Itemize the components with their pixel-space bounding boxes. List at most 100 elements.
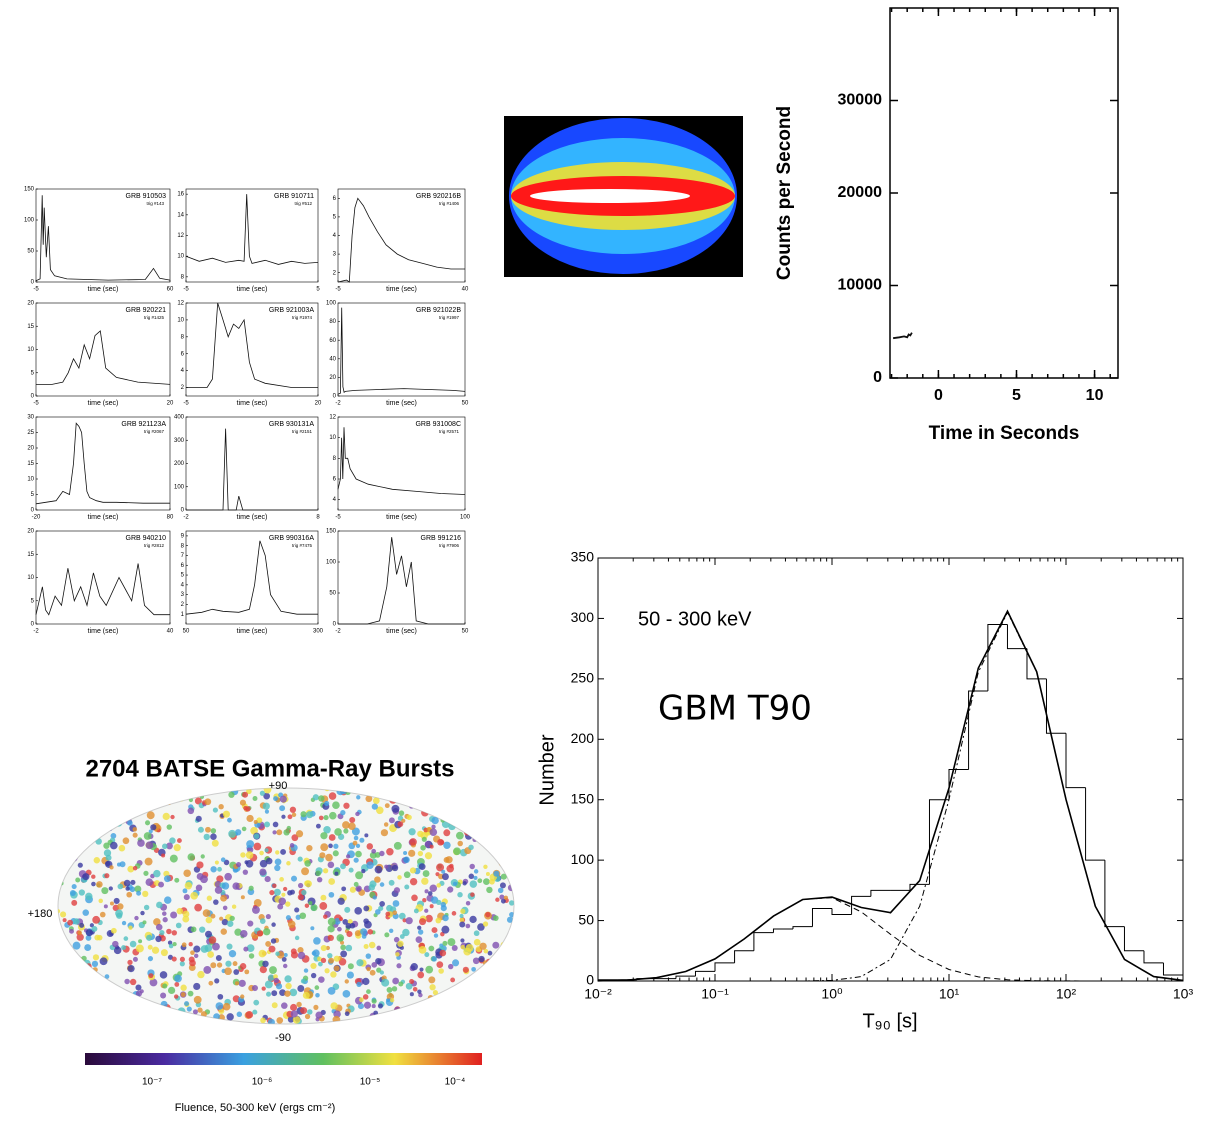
map-title: 2704 BATSE Gamma-Ray Bursts — [85, 755, 454, 782]
burst-dot — [321, 958, 326, 963]
burst-dot — [286, 915, 291, 920]
y-tick-label: 150 — [571, 790, 595, 806]
burst-dot — [316, 824, 321, 829]
burst-dot — [194, 996, 202, 1004]
burst-dot — [298, 883, 303, 888]
panel-title: GRB 990316A — [269, 535, 314, 542]
y-tick-label: 6 — [181, 563, 185, 569]
map-label: -90 — [275, 1032, 291, 1044]
burst-dot — [416, 1006, 421, 1011]
burst-dot — [447, 1011, 453, 1017]
burst-dot — [421, 878, 428, 885]
burst-dot — [101, 984, 106, 989]
burst-dot — [488, 978, 492, 982]
panel-subtitle: trig #1425 — [144, 315, 165, 320]
burst-dot — [450, 978, 455, 983]
burst-dot — [364, 1002, 371, 1009]
burst-dot — [69, 929, 74, 934]
y-tick-label: 0 — [333, 622, 337, 628]
burst-dot — [288, 814, 293, 819]
x-tick-label: 50 — [462, 401, 469, 407]
burst-dot — [71, 900, 77, 906]
burst-dot — [374, 876, 380, 882]
y-tick-label: 8 — [333, 456, 337, 462]
burst-dot — [108, 813, 113, 818]
burst-dot — [201, 854, 205, 858]
burst-dot — [265, 941, 271, 947]
burst-dot — [290, 807, 296, 813]
y-tick-label: 5 — [31, 598, 35, 604]
histogram-bin — [773, 929, 793, 933]
y-tick-label: 16 — [177, 192, 184, 198]
burst-dot — [133, 833, 138, 838]
galaxy-map — [504, 116, 743, 277]
y-tick-label: 150 — [326, 529, 337, 535]
burst-dot — [354, 907, 362, 915]
colorbar-label: Fluence, 50-300 keV (ergs cm⁻²) — [175, 1102, 335, 1114]
y-axis-label: Number — [536, 734, 558, 805]
burst-dot — [106, 811, 113, 818]
burst-dot — [90, 1019, 97, 1026]
burst-dot — [57, 1012, 64, 1019]
plot-frame — [890, 8, 1118, 378]
burst-dot — [290, 989, 298, 997]
burst-dot — [188, 991, 194, 997]
burst-dot — [318, 976, 325, 983]
burst-dot — [504, 942, 510, 948]
burst-dot — [193, 983, 200, 990]
burst-dot — [252, 906, 260, 914]
burst-dot — [442, 997, 446, 1001]
burst-dot — [430, 828, 438, 836]
panel-subtitle: trig #7906 — [439, 543, 460, 548]
burst-dot — [57, 955, 61, 959]
burst-dot — [145, 858, 153, 866]
burst-dot — [73, 942, 81, 950]
burst-dot — [328, 844, 333, 849]
burst-dot — [470, 1018, 476, 1024]
burst-dot — [60, 791, 66, 797]
burst-dot — [449, 864, 454, 869]
burst-dot — [474, 930, 480, 936]
burst-dot — [343, 803, 349, 809]
burst-dot — [104, 904, 108, 908]
burst-dot — [284, 953, 288, 957]
y-tick-label: 5 — [181, 573, 185, 579]
burst-dot — [444, 857, 450, 863]
burst-dot — [281, 815, 285, 819]
burst-dot — [363, 906, 369, 912]
burst-dot — [77, 990, 84, 997]
burst-dot — [117, 863, 121, 867]
burst-dot — [422, 1009, 430, 1017]
burst-dot — [328, 987, 336, 995]
burst-dot — [140, 911, 144, 915]
burst-dot — [455, 813, 460, 818]
burst-dot — [100, 957, 108, 965]
burst-dot — [366, 967, 370, 971]
burst-dot — [257, 930, 263, 936]
y-tick-label: 1 — [181, 612, 185, 618]
burst-dot — [349, 817, 355, 823]
burst-dot — [213, 807, 218, 812]
burst-dot — [179, 1011, 183, 1015]
burst-dot — [144, 832, 152, 840]
burst-dot — [484, 996, 491, 1003]
burst-dot — [229, 950, 236, 957]
burst-dot — [268, 1019, 275, 1026]
burst-dot — [329, 812, 337, 820]
burst-dot — [222, 882, 229, 889]
burst-dot — [498, 807, 502, 811]
burst-dot — [409, 1006, 416, 1013]
x-axis-label: time (sec) — [237, 286, 268, 293]
panel-subtitle: trig #7475 — [292, 543, 313, 548]
burst-dot — [170, 911, 177, 918]
x-tick-label: 100 — [460, 515, 471, 521]
burst-dot — [86, 995, 91, 1000]
burst-dot — [429, 1000, 437, 1008]
burst-dot — [417, 972, 424, 979]
burst-dot — [275, 850, 279, 854]
burst-dot — [333, 1016, 341, 1024]
burst-dot — [317, 877, 322, 882]
burst-dot — [223, 906, 228, 911]
burst-dot — [390, 998, 394, 1002]
burst-dot — [226, 1013, 233, 1020]
